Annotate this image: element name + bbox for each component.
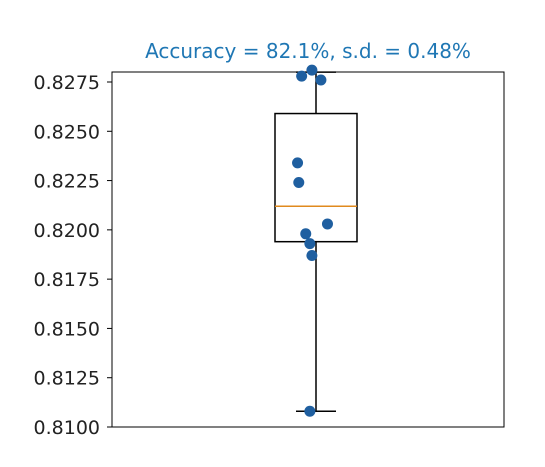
data-point (304, 238, 316, 250)
y-axis-ticks: 0.8100 0.8125 0.8150 0.8175 0.8200 0.8225 0.82… (34, 72, 112, 439)
y-tick-label: 0.8200 (34, 220, 100, 242)
y-tick-label: 0.8175 (34, 269, 100, 291)
data-point (304, 405, 316, 417)
data-point (293, 177, 305, 189)
points-layer (292, 64, 333, 417)
iqr-box (274, 112, 358, 243)
y-tick-label: 0.8250 (34, 121, 100, 143)
data-point (292, 157, 304, 169)
data-point (315, 74, 327, 86)
y-tick-label: 0.8150 (34, 318, 100, 340)
data-point (306, 64, 318, 76)
y-tick-label: 0.8225 (34, 171, 100, 193)
box-layer (274, 71, 358, 412)
y-tick-label: 0.8100 (34, 417, 100, 439)
chart-title: Accuracy = 82.1%, s.d. = 0.48% (145, 39, 471, 63)
data-point (296, 70, 308, 82)
data-point (300, 228, 312, 240)
y-tick-label: 0.8125 (34, 368, 100, 390)
y-tick-label: 0.8275 (34, 72, 100, 94)
plot-area-frame (111, 71, 505, 428)
data-point (321, 218, 333, 230)
data-point (306, 249, 318, 261)
